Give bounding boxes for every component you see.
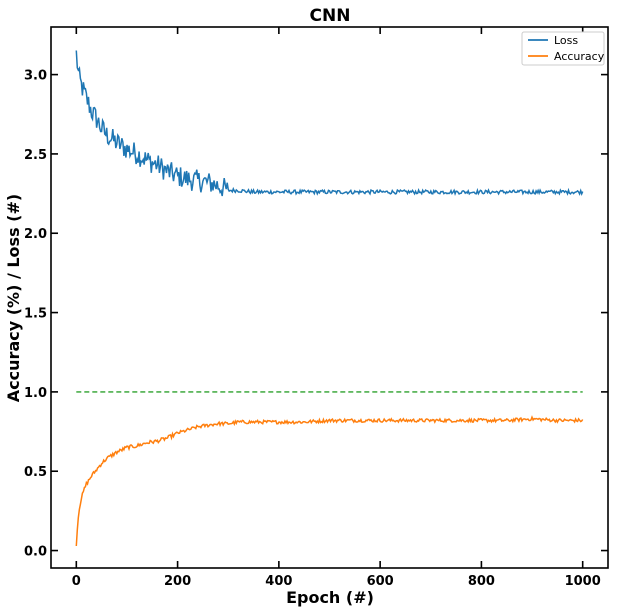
y-tick-label: 0.0	[24, 545, 47, 560]
x-tick-label: 1000	[565, 574, 601, 589]
y-tick-label: 2.0	[24, 227, 47, 242]
x-axis-title: Epoch (#)	[286, 588, 374, 607]
y-axis-title: Accuracy (%) / Loss (#)	[4, 194, 23, 402]
y-tick-label: 2.5	[24, 148, 47, 163]
plot-frame	[50, 26, 609, 569]
series-layer	[75, 50, 584, 547]
legend-label-loss: Loss	[554, 34, 578, 47]
ticks-layer: 0 200 400 600 800 1000 0.0 0.5 1.0 1.5 2.0 2.5 3.0	[24, 27, 608, 589]
y-tick-label: 1.0	[24, 386, 47, 401]
x-tick-label: 800	[468, 574, 495, 589]
y-tick-label: 3.0	[24, 69, 47, 84]
x-tick-label: 0	[72, 574, 81, 589]
series-line-loss	[75, 50, 584, 197]
y-tick-label: 1.5	[24, 307, 47, 322]
legend: Loss Accuracy	[521, 31, 605, 66]
x-tick-label: 600	[367, 574, 394, 589]
x-tick-label: 400	[265, 574, 292, 589]
legend-label-accuracy: Accuracy	[554, 50, 605, 63]
y-tick-label: 0.5	[24, 465, 47, 480]
x-tick-label: 200	[164, 574, 191, 589]
series-line-accuracy	[75, 415, 584, 547]
chart-title: CNN	[310, 6, 351, 26]
